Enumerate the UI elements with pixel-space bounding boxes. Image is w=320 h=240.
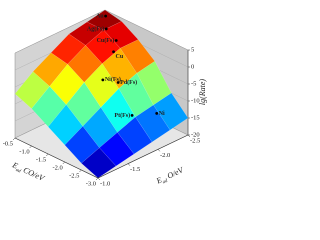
point-label: Au [96, 13, 104, 19]
co-tick-label: -2.0 [53, 164, 63, 171]
z-tick-label: 5 [191, 46, 194, 53]
point-label: Cu(Fs) [97, 37, 115, 44]
surface-cell [135, 104, 171, 143]
o-tick-label: -2.5 [190, 137, 200, 144]
data-point [112, 50, 115, 54]
point-label: Ni(Fs) [105, 76, 121, 83]
co-tick-label: -1.0 [19, 148, 29, 155]
surface-cell [82, 107, 118, 149]
tick-mark [97, 177, 101, 181]
data-point [104, 14, 108, 18]
title-sub: ad [15, 168, 22, 175]
data-point [114, 39, 118, 42]
o-axis-title: Ead O/eV [154, 165, 186, 188]
tick-mark [187, 134, 191, 138]
co-axis-title: Ead CO/eV [9, 160, 46, 185]
chart: 5 0 -5 -10 -15 -20 Au Ag(Fs) Cu(Fs) Cu Ni(Fs) Pd(Fs… [3, 9, 207, 188]
z-tick-label: -20 [191, 131, 200, 138]
data-point [101, 78, 105, 82]
z-tick-label: 0 [191, 63, 194, 70]
tick-mark [46, 153, 49, 157]
z-tick-label: -15 [191, 114, 200, 121]
z-tick-label: -10 [191, 97, 200, 104]
surface-cell [153, 92, 189, 131]
surface-cell [117, 116, 153, 155]
co-tick-label: -3.0 [86, 180, 96, 187]
title-rest: O/eV [164, 165, 186, 181]
data-point [116, 81, 120, 84]
point-label: Cu [116, 54, 124, 60]
title-sub: ad [162, 178, 169, 185]
surface-cell [100, 88, 136, 133]
z-axis-title: lg(Rate) [198, 79, 207, 106]
title-rest: CO/eV [20, 164, 46, 183]
surface-cell [81, 147, 117, 179]
tick-mark [12, 137, 16, 141]
z-tick-label: -5 [191, 80, 196, 87]
point-label: Pt(Fs) [114, 112, 130, 119]
point-label: Ag(Fs) [87, 25, 104, 32]
data-point [130, 114, 134, 117]
surface-cell [48, 104, 83, 146]
point-label: Ni [159, 111, 165, 117]
o-tick-label: -2.0 [160, 152, 170, 159]
co-tick-label: -1.5 [36, 156, 46, 163]
o-tick-label: -1.0 [100, 180, 110, 187]
tick-mark [79, 169, 82, 173]
point-label: Pd(Fs) [120, 79, 137, 86]
tick-mark [62, 161, 65, 165]
tick-mark [29, 145, 32, 149]
title-main: E [154, 175, 163, 186]
tick-mark [127, 163, 131, 166]
co-tick-label: -2.5 [69, 172, 79, 179]
data-point [155, 112, 159, 115]
tick-mark [157, 149, 161, 152]
co-tick-label: -0.5 [3, 140, 13, 147]
data-point [104, 27, 108, 31]
surface-cell [31, 86, 67, 128]
o-tick-label: -1.5 [130, 166, 140, 173]
tick-mark [95, 177, 99, 181]
title-main: E [10, 160, 19, 171]
